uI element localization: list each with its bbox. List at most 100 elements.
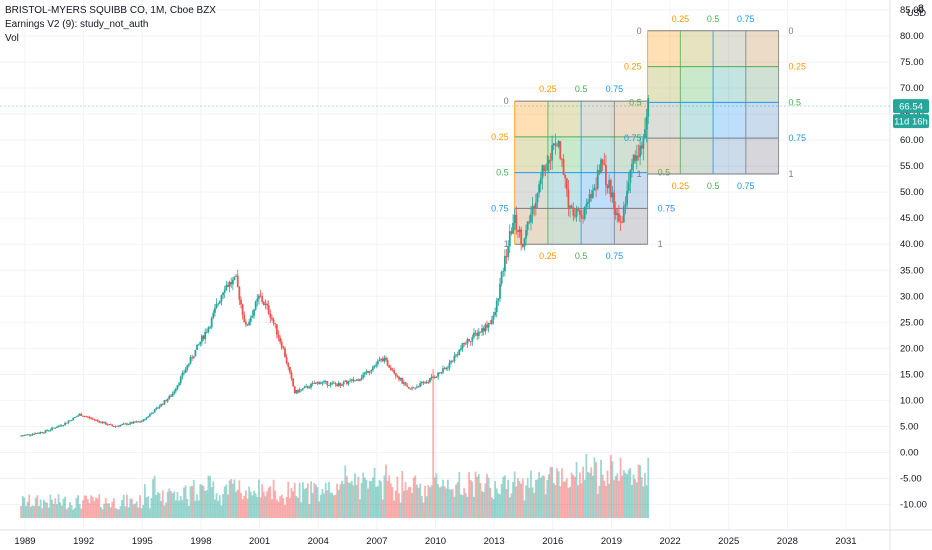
candle-body (460, 348, 462, 350)
x-tick-label: 2004 (308, 536, 329, 547)
candle-body (587, 201, 589, 204)
volume-bar (577, 485, 580, 519)
y-tick-label: 60.00 (900, 135, 924, 146)
x-tick-label: 2019 (601, 536, 622, 547)
candle-body (326, 381, 329, 386)
volume-bar (258, 479, 260, 519)
candle-body (614, 208, 617, 216)
volume-bar (171, 493, 174, 519)
volume-bar (106, 503, 109, 519)
volume-bar (513, 471, 516, 519)
volume-bar (121, 499, 123, 519)
volume-bar (357, 476, 360, 519)
candle-body (86, 416, 89, 418)
volume-bar (362, 472, 365, 519)
volume-bar (240, 492, 242, 519)
candle-body (184, 369, 187, 373)
candle-body (596, 170, 599, 189)
candle-body (588, 194, 591, 202)
volume-bar (370, 481, 373, 519)
candle-body (466, 339, 469, 344)
x-tick-label: 2025 (718, 536, 739, 547)
candle-body (350, 379, 353, 381)
volume-bar (521, 478, 524, 519)
candle-body (404, 382, 407, 386)
candle-body (186, 365, 189, 370)
volume-bar (339, 483, 342, 519)
candle-body (502, 271, 505, 272)
volume-bar (184, 485, 187, 519)
candle-body (489, 323, 492, 324)
candle-body (315, 382, 317, 384)
candle-body (62, 425, 65, 426)
candle-body (442, 368, 444, 373)
volume-bar (482, 491, 485, 519)
candle-body (140, 421, 143, 423)
fib-level-label-right: 0.5 (789, 97, 802, 107)
symbol-title[interactable]: BRISTOL-MYERS SQUIBB CO, 1M, Cboe BZX (5, 5, 216, 16)
fib-box-center[interactable]: 0 0.25 0.5 0.75 1 0.5 0.75 1 0.25 0.25 0.5 0.5 0.75 0… (491, 84, 675, 261)
candle-body (106, 424, 109, 426)
volume-bar (591, 475, 594, 519)
y-tick-label: 85.00 (900, 5, 924, 16)
volume-bar (266, 491, 268, 519)
candle-body (468, 339, 470, 342)
candle-body (210, 317, 213, 328)
volume-bar (552, 482, 555, 519)
candle-body (290, 372, 293, 379)
candle-body (429, 378, 431, 383)
volume-bar (308, 504, 311, 519)
volume-bar (196, 494, 198, 519)
earnings-indicator-label[interactable]: Earnings V2 (9): study_not_auth (5, 19, 149, 30)
fib-box-projection[interactable]: 00.250.50.75100.250.50.7510.250.250.50.5… (624, 14, 806, 191)
candle-body (47, 430, 50, 432)
volume-bar (204, 490, 207, 519)
y-tick-label: 20.00 (900, 343, 924, 354)
candle-body (536, 192, 539, 203)
candle-body (122, 423, 125, 425)
volume-bar (227, 494, 229, 519)
candle-body (248, 321, 251, 326)
volume-bar (51, 499, 53, 519)
candle-body (399, 377, 402, 380)
volume-bar (432, 369, 435, 519)
candle-body (113, 426, 115, 428)
top-right-count[interactable]: 8 (917, 3, 924, 15)
candle-body (552, 143, 555, 146)
candle-body (277, 334, 280, 338)
volume-bar (341, 480, 343, 519)
volume-bar (303, 488, 306, 519)
volume-bar (28, 494, 31, 519)
candle-body (370, 369, 373, 372)
volume-bar (67, 507, 70, 519)
volume-bar (562, 481, 565, 519)
candle-body (204, 332, 207, 340)
candle-body (619, 221, 622, 223)
volume-bar (590, 467, 593, 519)
volume-bar (417, 487, 420, 519)
volume-bar (443, 486, 446, 519)
volume-bar (271, 499, 273, 519)
candle-body (456, 354, 459, 356)
fib-level-label: 1 (504, 239, 509, 249)
candle-body (525, 229, 527, 239)
candle-body (572, 207, 575, 216)
volume-bar (241, 499, 244, 519)
fib-level-label: 0 (637, 26, 642, 36)
candle-body (440, 372, 443, 374)
volume-indicator-label[interactable]: Vol (5, 33, 19, 44)
candle-body (191, 357, 194, 359)
volume-bar (635, 482, 638, 519)
fib-time-price-boxes[interactable]: 00.250.50.7510.50.7510.250.250.50.50.750… (491, 14, 806, 261)
y-tick-label: 40.00 (900, 239, 924, 250)
candle-body (42, 432, 45, 434)
volume-bar (253, 490, 255, 519)
candle-body (236, 275, 239, 287)
candle-body (391, 369, 394, 371)
candle-body (448, 362, 451, 368)
candle-body (288, 366, 291, 373)
candle-body (497, 298, 500, 301)
volume-bar (59, 502, 62, 519)
candle-body (119, 425, 122, 427)
